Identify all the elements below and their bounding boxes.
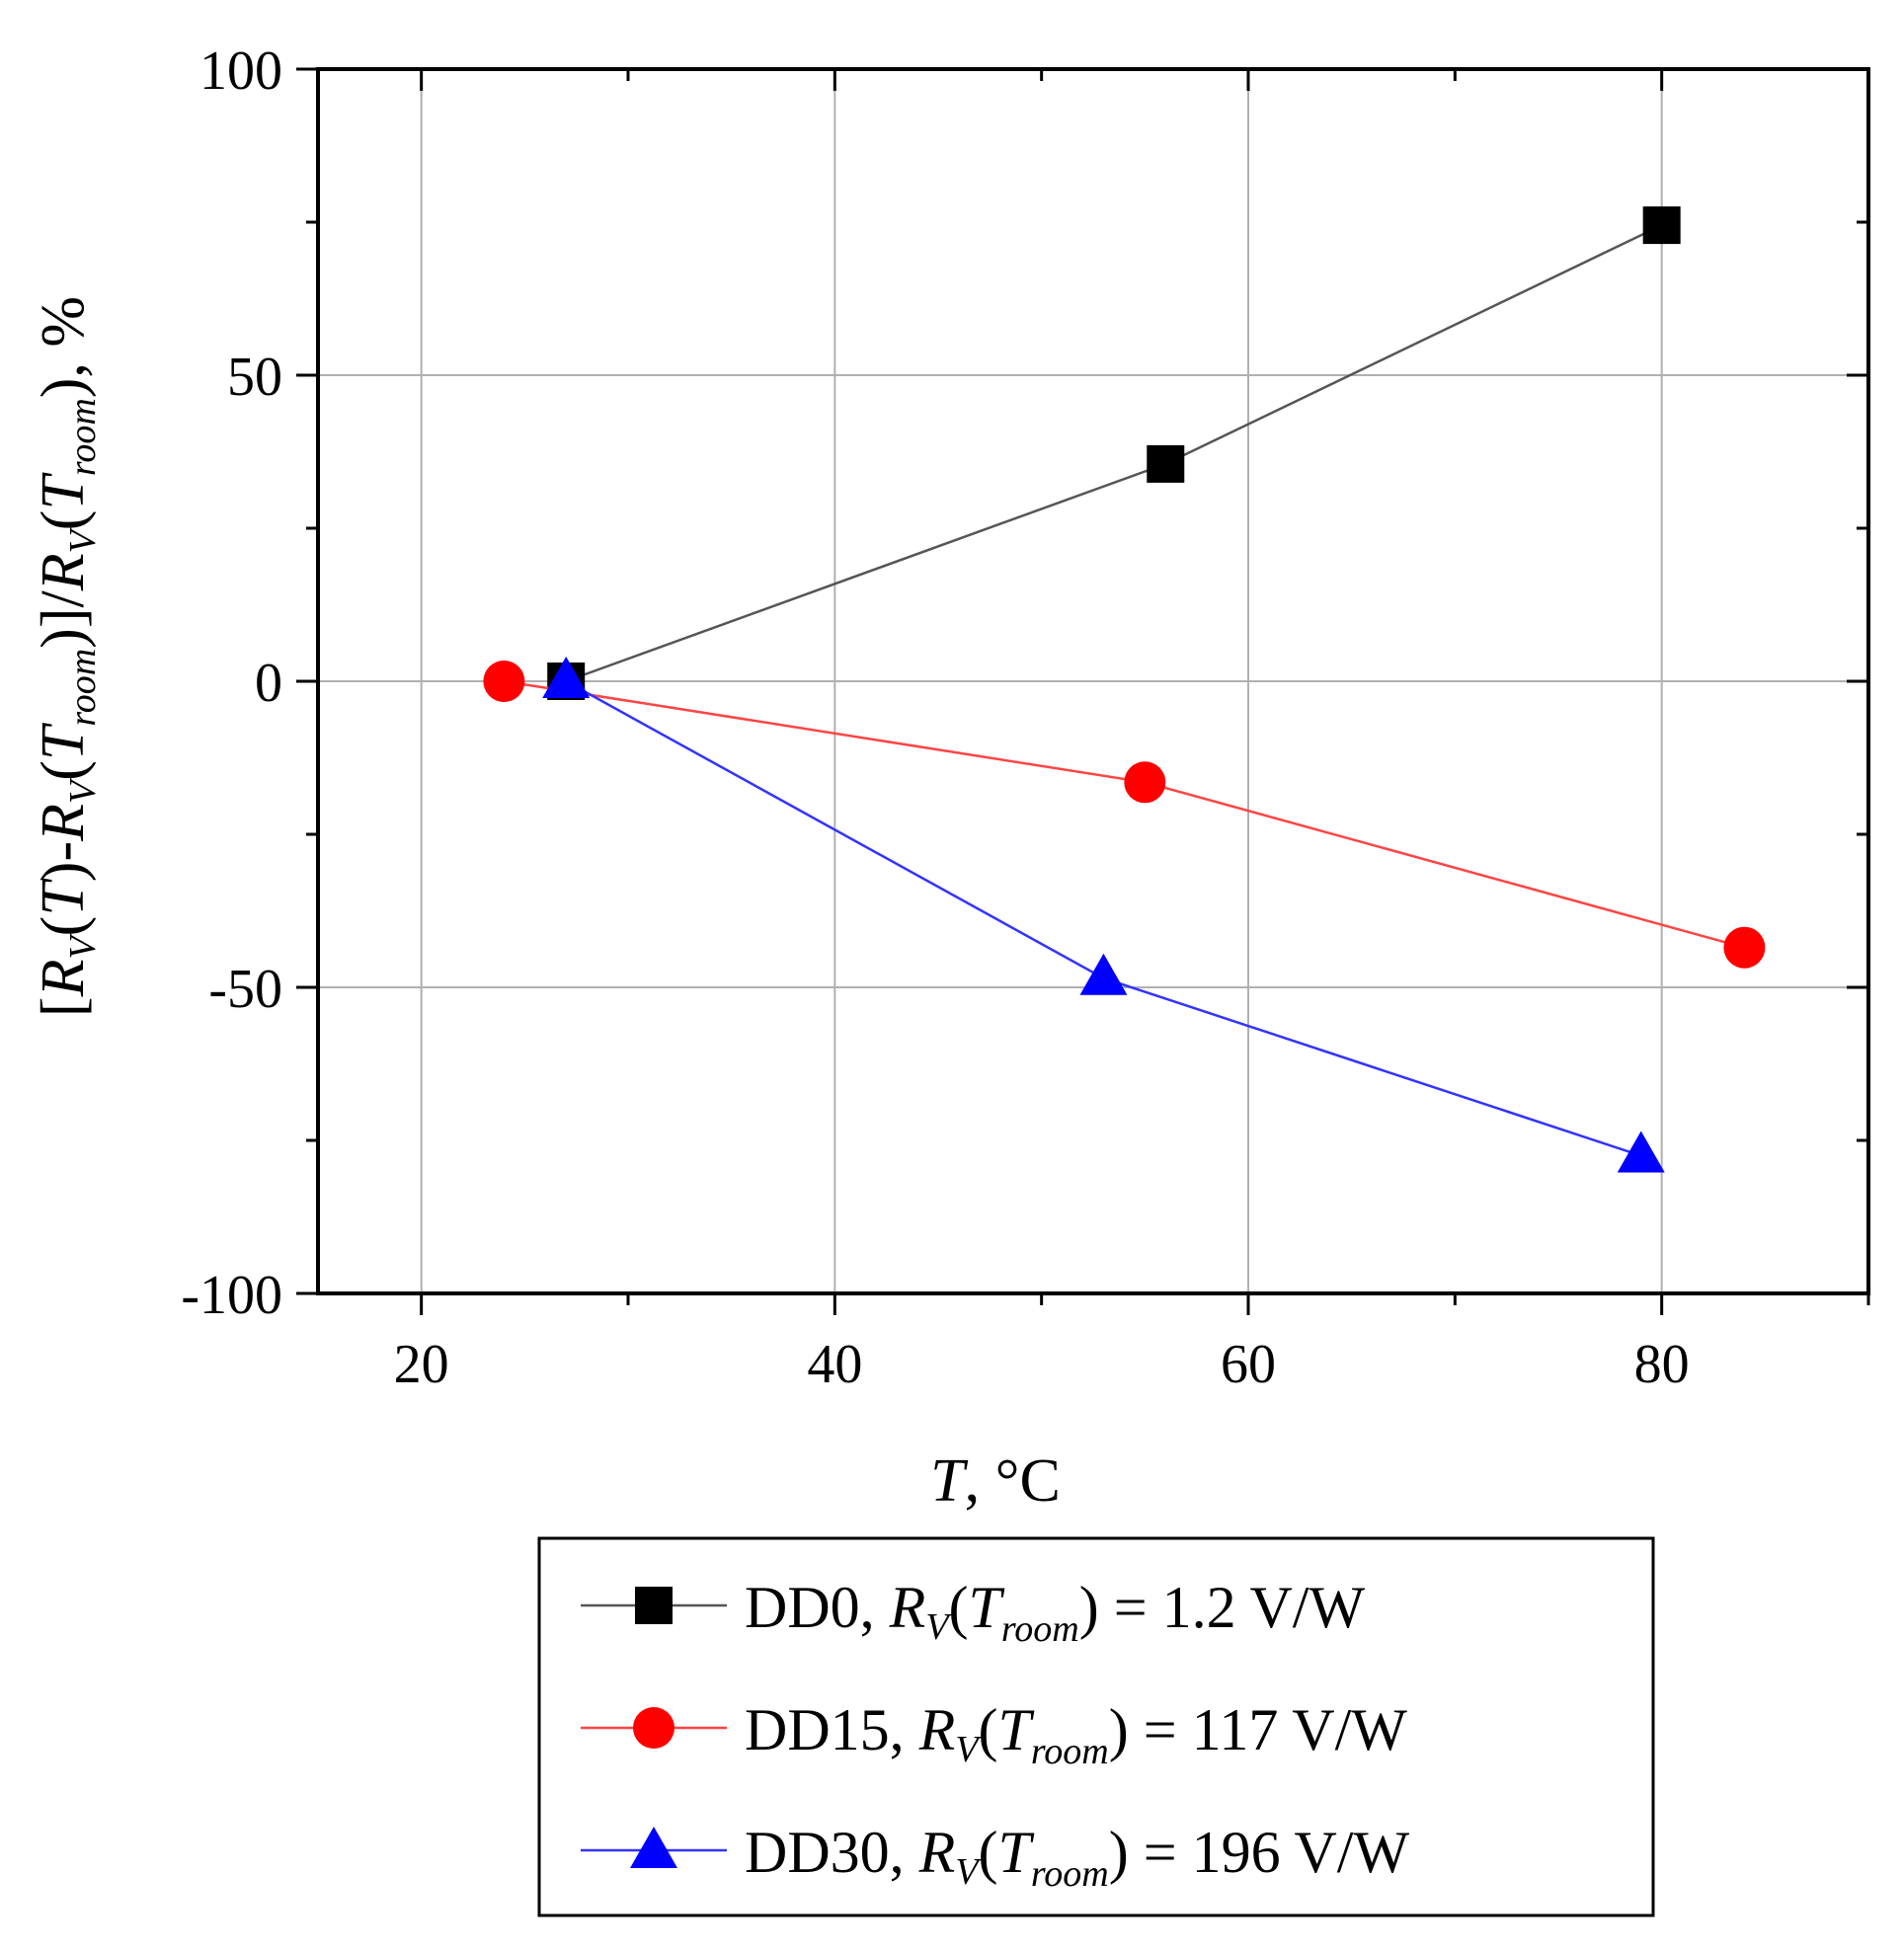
- data-point-dd30: [1079, 953, 1128, 995]
- data-point-dd30: [1617, 1131, 1665, 1173]
- y-tick-label: 50: [227, 347, 282, 408]
- data-point-dd30: [542, 657, 591, 698]
- x-tick-label: 40: [807, 1334, 862, 1395]
- legend-item-dd0: DD0, RV(Troom) = 1.2 V/W: [581, 1575, 1365, 1650]
- series-line-dd15: [504, 679, 1745, 949]
- y-tick-label: -50: [208, 959, 282, 1020]
- data-point-dd0: [1642, 206, 1681, 245]
- data-point-dd0: [1147, 444, 1185, 483]
- legend-marker-dd0: [635, 1587, 673, 1624]
- legend-marker-dd30: [630, 1827, 677, 1868]
- x-tick-label: 80: [1634, 1334, 1690, 1395]
- legend-item-dd15: DD15, RV(Troom) = 117 V/W: [581, 1697, 1407, 1772]
- legend-label-dd0: DD0, RV(Troom) = 1.2 V/W: [745, 1575, 1365, 1650]
- series-line-dd30: [565, 679, 1642, 1157]
- ticks: 20 40 60 80 -100 -50 0 50 100: [181, 40, 1870, 1395]
- legend-marker-dd15: [633, 1707, 674, 1749]
- series-line-dd0: [565, 223, 1663, 683]
- y-axis-title: [RV(T)-RV(Troom)]/RV(Troom), %: [30, 296, 104, 1017]
- legend-label-dd30: DD30, RV(Troom) = 196 V/W: [745, 1820, 1409, 1895]
- data-point-dd15: [483, 661, 525, 702]
- legend-label-dd15: DD15, RV(Troom) = 117 V/W: [745, 1697, 1407, 1772]
- data-point-dd15: [1124, 761, 1166, 804]
- y-tick-label: 0: [255, 653, 282, 714]
- y-tick-label: -100: [181, 1265, 282, 1326]
- series-dd30: [542, 657, 1665, 1173]
- series-layer: [483, 206, 1766, 1173]
- series-dd15: [483, 661, 1766, 969]
- legend-item-dd30: DD30, RV(Troom) = 196 V/W: [581, 1820, 1409, 1895]
- legend: DD0, RV(Troom) = 1.2 V/W DD15, RV(Troom)…: [537, 1536, 1655, 1917]
- x-tick-label: 60: [1221, 1334, 1276, 1395]
- series-dd0: [547, 206, 1681, 700]
- x-axis-title: T, °C: [930, 1447, 1061, 1515]
- y-tick-label: 100: [199, 40, 282, 102]
- x-tick-label: 20: [394, 1334, 449, 1395]
- data-point-dd15: [1723, 926, 1766, 969]
